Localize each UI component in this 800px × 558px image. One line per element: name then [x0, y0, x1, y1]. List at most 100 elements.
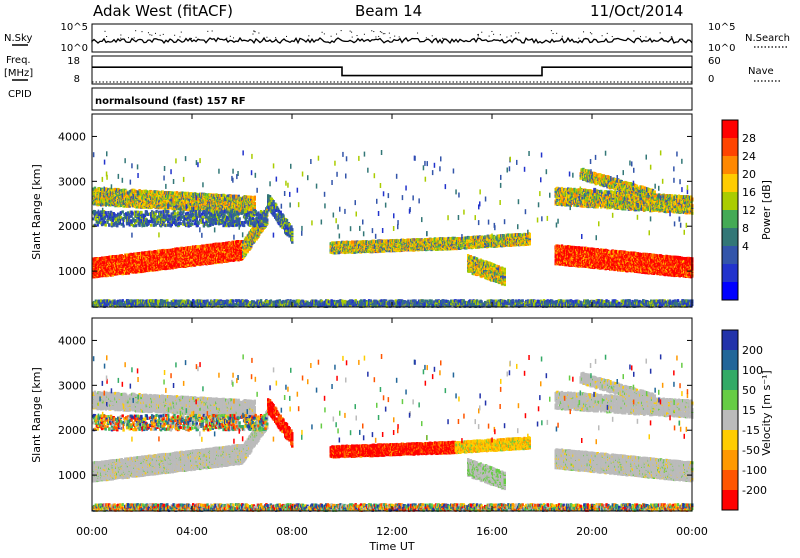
beam-title: Beam 14	[355, 2, 422, 20]
noise-point	[196, 37, 197, 38]
cpid-text: normalsound (fast) 157 RF	[95, 96, 246, 107]
noise-point	[506, 37, 507, 38]
noise-point	[562, 36, 563, 37]
noise-point	[489, 36, 490, 37]
noise-point	[426, 37, 427, 38]
noise-point	[322, 32, 323, 33]
noise-point	[142, 31, 143, 32]
noise-point	[233, 37, 234, 38]
freq-right-tick-bottom: 0	[708, 74, 714, 85]
noise-point	[375, 36, 376, 37]
noise-left-tick-top: 10^5	[61, 22, 88, 33]
noise-point	[607, 33, 608, 34]
noise-point	[394, 36, 395, 37]
noise-point	[646, 36, 647, 37]
noise-point	[266, 37, 267, 38]
noise-point	[478, 35, 479, 36]
freq-left-tick-bottom: 8	[74, 74, 80, 85]
noise-point	[207, 31, 208, 32]
freq-panel: 18 8 60 0	[67, 56, 720, 85]
noise-point	[226, 38, 227, 39]
noise-point	[578, 38, 579, 39]
noise-point	[661, 38, 662, 39]
noise-sky-line	[92, 38, 692, 43]
noise-point	[373, 31, 374, 32]
freq-unit-label: [MHz]	[4, 68, 33, 79]
noise-point	[308, 35, 309, 36]
noise-point	[155, 33, 156, 34]
freq-series-line	[92, 67, 692, 75]
noise-right-tick-top: 10^5	[708, 22, 735, 33]
noise-point	[134, 37, 135, 38]
noise-point	[442, 38, 443, 39]
cpid-label: CPID	[8, 89, 32, 100]
noise-point	[336, 34, 337, 35]
noise-point	[258, 32, 259, 33]
noise-point	[612, 36, 613, 37]
noise-point	[585, 38, 586, 39]
noise-point	[380, 31, 381, 32]
noise-point	[671, 36, 672, 37]
noise-point	[331, 36, 332, 37]
noise-point	[151, 35, 152, 36]
noise-trace	[92, 30, 692, 43]
noise-point	[181, 32, 182, 33]
noise-right-tick-bottom: 10^0	[708, 43, 735, 54]
noise-point	[128, 37, 129, 38]
nave-label: Nave	[748, 66, 774, 77]
noise-point	[350, 31, 351, 32]
noise-point	[491, 31, 492, 32]
noise-point	[389, 33, 390, 34]
noise-point	[591, 33, 592, 34]
noise-point	[106, 36, 107, 37]
noise-point	[551, 30, 552, 31]
noise-point	[160, 35, 161, 36]
power-heatmap-cells	[92, 150, 694, 308]
noise-point	[500, 34, 501, 35]
freq-panel-frame	[92, 56, 692, 84]
noise-point	[493, 34, 494, 35]
noise-point	[602, 35, 603, 36]
noise-point	[432, 35, 433, 36]
noise-point	[384, 33, 385, 34]
noise-point	[357, 35, 358, 36]
noise-point	[255, 31, 256, 32]
noise-point	[556, 33, 557, 34]
noise-point	[163, 34, 164, 35]
date-title: 11/Oct/2014	[590, 2, 683, 20]
noise-point	[381, 32, 382, 33]
noise-point	[174, 35, 175, 36]
noise-point	[148, 32, 149, 33]
noise-point	[120, 35, 121, 36]
noise-point	[399, 36, 400, 37]
noise-point	[378, 36, 379, 37]
noise-point	[341, 30, 342, 31]
noise-panel: 10^5 10^0 10^5 10^0	[61, 22, 736, 54]
noise-panel-frame	[92, 24, 692, 52]
noise-point	[660, 32, 661, 33]
noise-left-tick-bottom: 10^0	[61, 43, 88, 54]
noise-point	[191, 38, 192, 39]
noise-point	[633, 30, 634, 31]
noise-point	[179, 36, 180, 37]
noise-point	[352, 37, 353, 38]
noise-point	[553, 33, 554, 34]
noise-point	[120, 38, 121, 39]
freq-right-tick-top: 60	[708, 56, 721, 67]
noise-point	[324, 33, 325, 34]
noise-point	[252, 34, 253, 35]
noise-point	[383, 33, 384, 34]
nsky-label: N.Sky	[4, 33, 32, 44]
freq-left-tick-top: 18	[67, 56, 80, 67]
noise-point	[390, 37, 391, 38]
noise-point	[212, 31, 213, 32]
noise-point	[515, 32, 516, 33]
nsearch-label: N.Search	[745, 33, 790, 44]
noise-point	[364, 34, 365, 35]
station-title: Adak West (fitACF)	[93, 2, 233, 20]
noise-point	[275, 37, 276, 38]
noise-point	[583, 31, 584, 32]
noise-point	[590, 32, 591, 33]
noise-point	[135, 30, 136, 31]
